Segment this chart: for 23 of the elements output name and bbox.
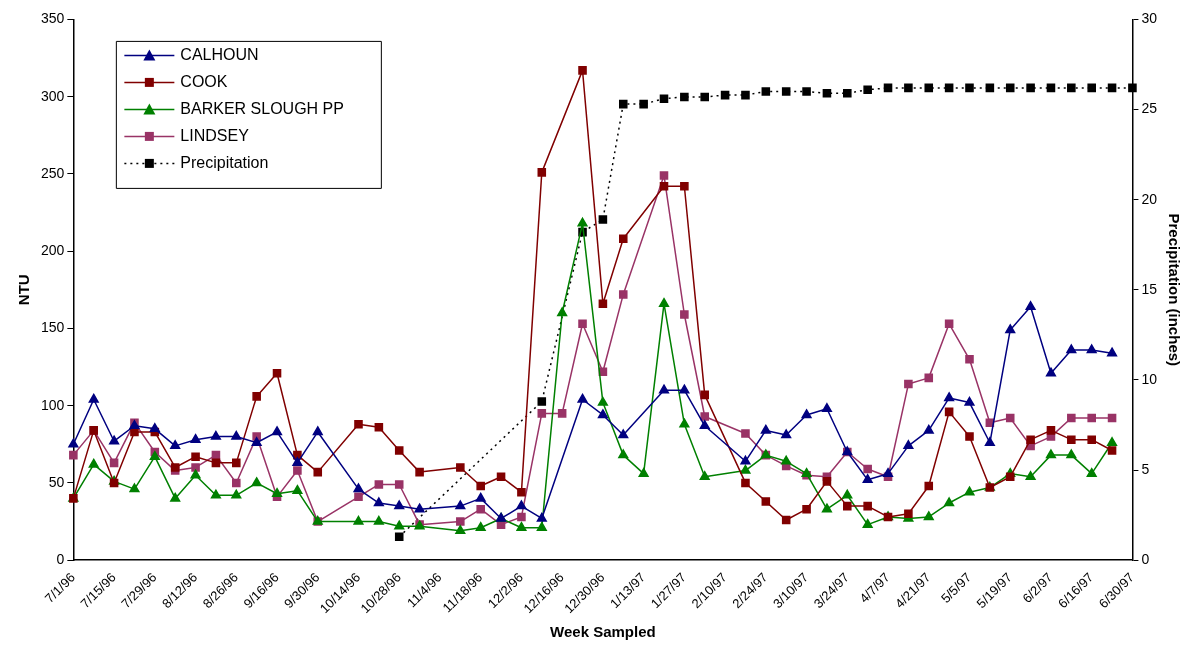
y2-tick-label: 25 xyxy=(1141,100,1158,117)
y-tick-label: 200 xyxy=(41,242,65,259)
y2-tick-label: 15 xyxy=(1141,280,1158,297)
y2-axis-title: Precipitation (inches) xyxy=(1165,213,1183,367)
y-tick-label: 100 xyxy=(41,396,65,413)
y-tick-label: 300 xyxy=(41,87,65,104)
y2-tick-label: 0 xyxy=(1141,551,1150,568)
y2-tick-label: 30 xyxy=(1141,10,1158,27)
y-tick-label: 50 xyxy=(48,473,65,490)
y-axis-title: NTU xyxy=(15,274,33,306)
y2-tick-label: 5 xyxy=(1141,460,1150,477)
legend-label: COOK xyxy=(180,72,228,90)
y2-tick-label: 20 xyxy=(1141,190,1158,207)
legend-label: CALHOUN xyxy=(180,45,259,63)
x-axis-title: Week Sampled xyxy=(550,623,656,641)
legend-label: BARKER SLOUGH PP xyxy=(180,99,344,117)
y-tick-label: 0 xyxy=(56,551,65,568)
legend-label: LINDSEY xyxy=(180,126,250,144)
y2-tick-label: 10 xyxy=(1141,370,1158,387)
y-tick-label: 150 xyxy=(41,319,65,336)
y-tick-label: 350 xyxy=(41,10,65,27)
y-tick-label: 250 xyxy=(41,164,65,181)
legend-label: Precipitation xyxy=(180,153,269,171)
